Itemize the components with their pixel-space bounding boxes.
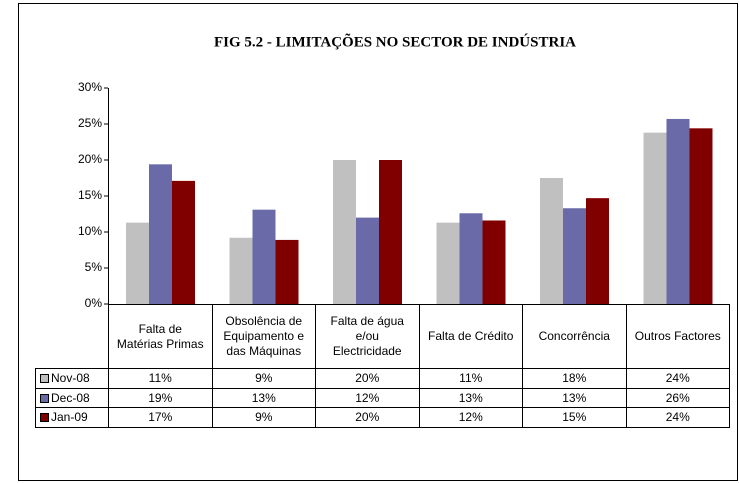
bar xyxy=(356,217,379,304)
table-value: 18% xyxy=(522,368,627,389)
legend-label: Nov-08 xyxy=(51,370,90,385)
bar xyxy=(126,222,149,304)
category-label: Concorrência xyxy=(522,304,627,369)
frame xyxy=(18,3,738,481)
bar xyxy=(540,178,563,304)
table-value: 17% xyxy=(108,407,213,429)
table-value: 20% xyxy=(315,407,420,429)
bar xyxy=(379,160,402,304)
bar xyxy=(689,128,713,304)
y-tick-label: 10% xyxy=(78,224,102,238)
bar xyxy=(229,237,253,304)
category-label: Falta de Matérias Primas xyxy=(108,304,213,369)
table-value: 9% xyxy=(211,368,316,389)
y-tick-label: 25% xyxy=(78,116,102,130)
table-value: 9% xyxy=(211,407,316,429)
legend-label: Jan-09 xyxy=(51,410,88,425)
y-tick-label: 30% xyxy=(78,80,102,94)
table-value: 13% xyxy=(211,387,316,409)
bar xyxy=(436,222,460,304)
category-label: Outros Factores xyxy=(625,304,730,369)
y-tick-label: 20% xyxy=(78,152,102,166)
bar xyxy=(275,239,299,304)
table-value: 20% xyxy=(315,368,420,389)
table-value: 26% xyxy=(625,387,730,409)
category-label: Falta de Crédito xyxy=(418,304,523,369)
legend-swatch xyxy=(40,413,49,423)
bar xyxy=(252,209,276,304)
legend-entry: Dec-08 xyxy=(35,387,109,409)
bar xyxy=(586,198,609,304)
bar xyxy=(643,132,667,304)
y-tick-label: 15% xyxy=(78,188,102,202)
table-value: 11% xyxy=(108,368,213,389)
chart-title: FIG 5.2 - LIMITAÇÕES NO SECTOR DE INDÚST… xyxy=(214,32,576,50)
legend-swatch xyxy=(40,373,49,383)
table-value: 12% xyxy=(418,407,523,429)
bar xyxy=(482,220,506,304)
bar xyxy=(149,164,172,304)
table-value: 12% xyxy=(315,387,420,409)
table-value: 13% xyxy=(522,387,627,409)
y-tick-label: 0% xyxy=(85,296,103,310)
table-value: 24% xyxy=(625,407,730,429)
table-value: 19% xyxy=(108,387,213,409)
category-label: Obsolência de Equipamento e das Máquinas xyxy=(211,304,316,369)
legend-swatch xyxy=(40,393,49,403)
table-value: 11% xyxy=(418,368,523,389)
table-value: 24% xyxy=(625,368,730,389)
table-value: 15% xyxy=(522,407,627,429)
bar xyxy=(459,213,483,304)
bar xyxy=(563,208,586,304)
y-tick-label: 5% xyxy=(85,260,103,274)
legend-entry: Nov-08 xyxy=(35,368,109,389)
legend-entry: Jan-09 xyxy=(35,407,109,429)
table-value: 13% xyxy=(418,387,523,409)
category-label: Falta de água e/ou Electricidade xyxy=(315,304,420,369)
bar xyxy=(172,180,195,304)
bar xyxy=(333,160,356,304)
bar xyxy=(666,118,690,305)
legend-label: Dec-08 xyxy=(51,390,90,405)
